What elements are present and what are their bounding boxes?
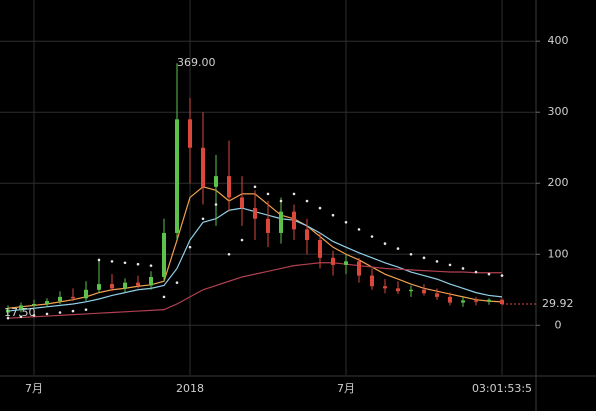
candle-body (396, 288, 400, 292)
sar-dot (45, 312, 49, 316)
candle-body (123, 282, 127, 289)
candle-body (435, 293, 439, 297)
candle-body (227, 176, 231, 198)
y-tick-label: 100 (548, 247, 569, 260)
sar-dot (123, 261, 127, 265)
candle-body (240, 197, 244, 209)
candle-body (97, 284, 101, 290)
candle-body (149, 276, 153, 286)
sar-dot (383, 242, 387, 245)
sar-dot (58, 311, 62, 314)
high-label: 369.00 (177, 56, 216, 69)
candle-body (32, 303, 36, 306)
sar-dot (136, 262, 140, 266)
candle-body (45, 301, 49, 304)
candle-body (344, 261, 348, 265)
candle-body (318, 240, 322, 258)
candle-body (279, 211, 283, 233)
candle-body (305, 229, 309, 241)
sar-dot (175, 281, 179, 284)
candle-body (162, 232, 166, 277)
candle-body (409, 289, 413, 292)
candle-body (487, 299, 491, 302)
sar-dot (357, 228, 361, 231)
candle-body (188, 119, 192, 148)
sar-dot (344, 221, 348, 224)
sar-dot (292, 192, 296, 196)
candle-body (136, 282, 140, 286)
y-tick-label: 200 (548, 176, 569, 189)
sar-dot (422, 256, 426, 260)
y-tick-label: 300 (548, 105, 569, 118)
x-tick-label: 7月 (337, 382, 355, 395)
candle-body (266, 218, 270, 233)
candle-body (383, 286, 387, 289)
candle-body (448, 296, 452, 303)
sar-dot (6, 316, 10, 320)
candle-body (58, 296, 62, 302)
candle-body (357, 261, 361, 276)
sar-dot (84, 308, 88, 311)
candle-body (474, 300, 478, 302)
sar-dot (162, 295, 166, 299)
candle-body (19, 305, 23, 310)
last-price-label: 29.92 (542, 297, 574, 310)
candle-body (214, 176, 218, 187)
sar-dot (253, 185, 257, 189)
candle-body (6, 309, 10, 313)
sar-dot (71, 309, 75, 313)
sar-dot (448, 263, 452, 267)
candle-body (422, 289, 426, 294)
x-tick-label: 7月 (25, 382, 43, 395)
candle-body (201, 147, 205, 187)
candle-body (175, 119, 179, 233)
candle-body (253, 208, 257, 219)
candle-body (71, 296, 75, 299)
candle-body (461, 300, 465, 303)
sar-dot (188, 245, 192, 249)
sar-dot (279, 199, 283, 203)
candle-body (292, 211, 296, 230)
sar-dot (305, 199, 309, 203)
candle-body (370, 275, 374, 287)
sar-dot (149, 264, 153, 267)
sar-dot (331, 213, 335, 217)
sar-dot (409, 252, 413, 256)
candle-body (84, 289, 88, 299)
candle-body (500, 299, 504, 305)
sar-dot (32, 314, 36, 317)
x-tick-label: 2018 (176, 382, 204, 395)
candle-body (331, 257, 335, 265)
sar-dot (461, 267, 465, 270)
y-tick-label: 0 (555, 318, 562, 331)
sar-dot (487, 272, 491, 276)
ma-line (7, 262, 502, 319)
sar-dot (201, 217, 205, 221)
sar-dot (97, 258, 101, 262)
sar-dot (370, 235, 374, 238)
sar-dot (240, 238, 244, 242)
sar-dot (474, 270, 478, 274)
y-tick-label: 400 (548, 34, 569, 47)
sar-dot (318, 206, 322, 210)
sar-dot (227, 252, 231, 256)
sar-dot (110, 260, 114, 263)
sar-dot (266, 192, 270, 196)
sar-dot (500, 274, 504, 277)
candle-body (110, 284, 114, 289)
sar-dot (19, 315, 23, 319)
sar-dot (396, 247, 400, 250)
sar-dot (435, 260, 439, 263)
countdown: 03:01:53:5 (472, 382, 532, 395)
sar-dot (214, 203, 218, 206)
low-label: 17.50 (4, 306, 36, 319)
